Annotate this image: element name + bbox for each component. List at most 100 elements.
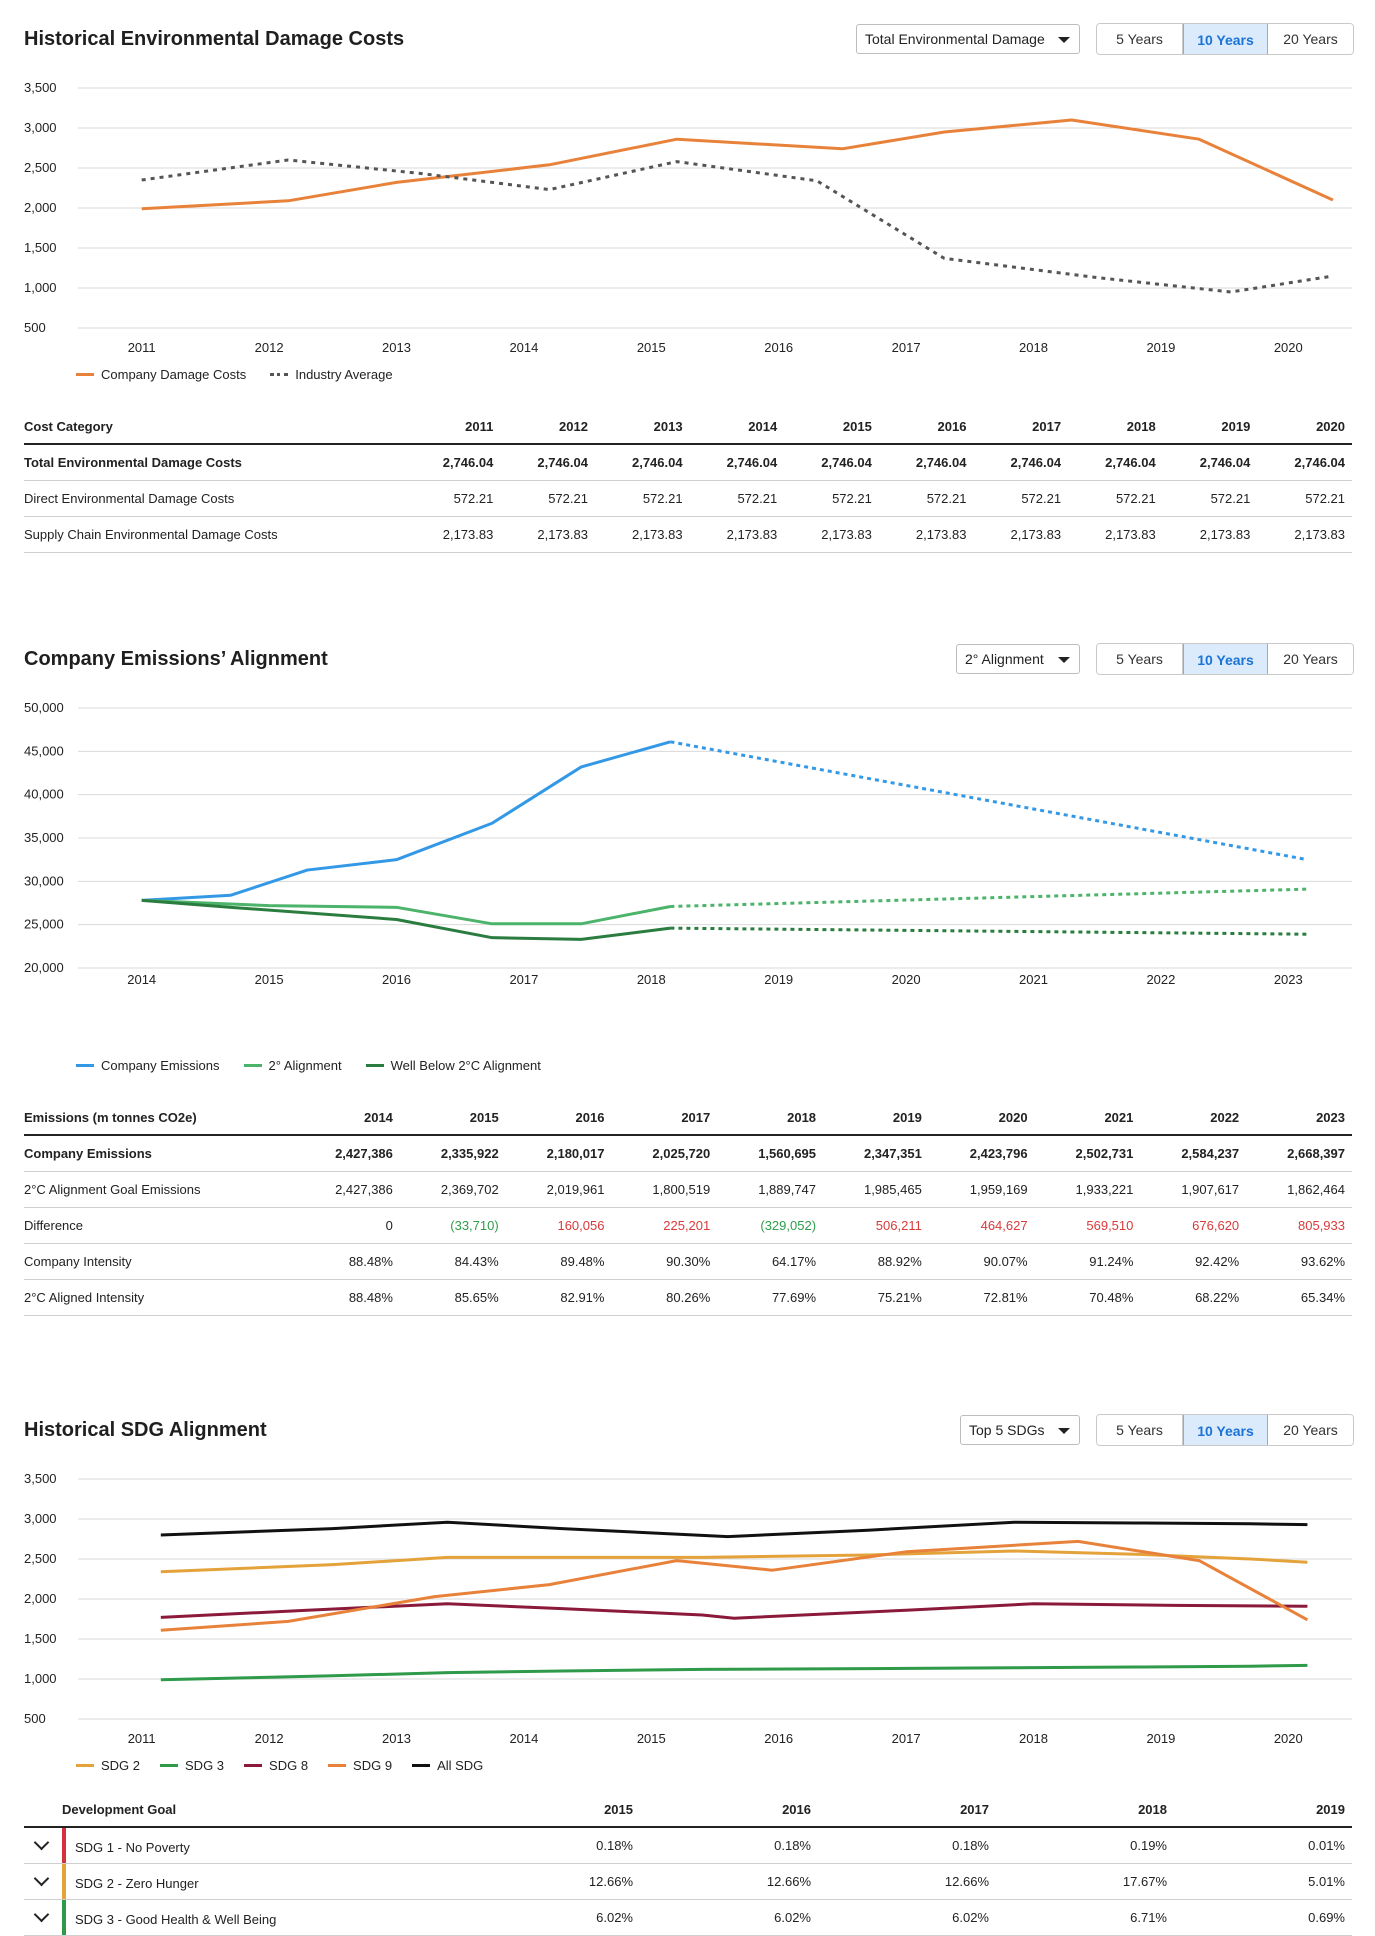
period-toggle: 5 Years 10 Years 20 Years [1096, 1414, 1354, 1446]
table-cell: 91.24% [1034, 1243, 1141, 1280]
legend-item[interactable]: SDG 9 [328, 1758, 392, 1773]
table-cell: (33,710) [399, 1207, 506, 1244]
row-label: Supply Chain Environmental Damage Costs [24, 516, 406, 553]
table-cell: 2,173.83 [594, 516, 690, 553]
sdg-dropdown[interactable]: Top 5 SDGs [960, 1415, 1080, 1445]
table-cell: 6.71% [996, 1899, 1174, 1936]
period-10-years-button[interactable]: 10 Years [1183, 24, 1268, 54]
row-label: SDG 2 - Zero Hunger [24, 1863, 462, 1900]
table-cell: 2,746.04 [784, 444, 879, 481]
series-line-industry-average [141, 158, 1334, 294]
table-row[interactable]: SDG 2 - Zero Hunger 12.66% 12.66% 12.66% 17.… [24, 1863, 1352, 1900]
period-10-years-button[interactable]: 10 Years [1183, 1415, 1268, 1445]
table-cell: 0.01% [1174, 1827, 1352, 1864]
alignment-dropdown[interactable]: 2° Alignment [956, 644, 1080, 674]
x-tick-label: 2018 [1019, 1731, 1048, 1746]
period-5-years-button[interactable]: 5 Years [1097, 24, 1183, 54]
column-header-category: Development Goal [24, 1792, 462, 1828]
y-tick-label: 3,000 [24, 1511, 57, 1526]
legend-item[interactable]: Company Damage Costs [76, 367, 246, 382]
table-cell: 85.65% [399, 1279, 506, 1316]
sdg-label: SDG 3 - Good Health & Well Being [75, 1911, 277, 1927]
table-cell: 2,502,731 [1034, 1135, 1141, 1172]
table-row: Company Intensity 88.48% 84.43% 89.48% 90.30… [24, 1243, 1352, 1280]
chevron-down-icon[interactable] [33, 1870, 50, 1886]
table-cell: 1,560,695 [717, 1135, 824, 1172]
period-20-years-button[interactable]: 20 Years [1268, 1415, 1353, 1445]
row-label: 2°C Alignment Goal Emissions [24, 1171, 295, 1208]
x-tick-label: 2017 [892, 1731, 921, 1746]
table-cell: 2,173.83 [689, 516, 785, 553]
table-cell: 2,180,017 [505, 1135, 612, 1172]
legend-item[interactable]: All SDG [412, 1758, 483, 1773]
series-line-sdg-3 [160, 1663, 1308, 1682]
table-cell: 1,889,747 [717, 1171, 824, 1208]
column-header-year: 2016 [640, 1792, 818, 1828]
series-line-sdg-8 [160, 1602, 1308, 1620]
table-cell: 2,746.04 [594, 444, 690, 481]
damage-type-dropdown[interactable]: Total Environmental Damage [856, 24, 1080, 54]
column-header-year: 2011 [405, 409, 501, 445]
x-tick-label: 2014 [509, 1731, 538, 1746]
chevron-down-icon[interactable] [33, 1906, 50, 1922]
x-tick-label: 2017 [892, 340, 921, 355]
table-header-row: Emissions (m tonnes CO2e) 2014 2015 2016 201… [24, 1100, 1352, 1136]
row-label: Company Intensity [24, 1243, 295, 1280]
period-20-years-button[interactable]: 20 Years [1268, 24, 1353, 54]
table-cell: (329,052) [717, 1207, 824, 1244]
legend-item[interactable]: SDG 2 [76, 1758, 140, 1773]
column-header-year: 2015 [462, 1792, 640, 1828]
y-tick-label: 2,500 [24, 1551, 57, 1566]
row-label: Total Environmental Damage Costs [24, 444, 406, 481]
table-cell: 2,668,397 [1246, 1135, 1352, 1172]
section-title: Company Emissions’ Alignment [24, 648, 328, 670]
caret-down-icon [1058, 37, 1070, 43]
period-10-years-button[interactable]: 10 Years [1183, 644, 1268, 674]
column-header-year: 2015 [399, 1100, 506, 1136]
table-cell: 2,173.83 [1257, 516, 1352, 553]
row-label: 2°C Aligned Intensity [24, 1279, 295, 1316]
legend-item[interactable]: Company Emissions [76, 1058, 220, 1073]
legend-item[interactable]: 2° Alignment [243, 1058, 342, 1073]
legend-swatch-sdg2 [76, 1764, 94, 1767]
table-cell: 572.21 [878, 480, 974, 517]
table-row[interactable]: SDG 1 - No Poverty 0.18% 0.18% 0.18% 0.19% 0.… [24, 1827, 1352, 1864]
period-5-years-button[interactable]: 5 Years [1097, 1415, 1183, 1445]
sdg-color-bar [62, 1828, 66, 1863]
x-tick-label: 2016 [382, 972, 411, 987]
table-cell: 1,907,617 [1140, 1171, 1247, 1208]
legend-item[interactable]: SDG 8 [244, 1758, 308, 1773]
x-tick-label: 2023 [1274, 972, 1303, 987]
period-5-years-button[interactable]: 5 Years [1097, 644, 1183, 674]
series-line-all-sdg [160, 1520, 1308, 1539]
column-header-year: 2019 [1162, 409, 1258, 445]
x-tick-label: 2019 [1146, 340, 1175, 355]
series-projection-company-emissions [670, 740, 1308, 862]
column-header-year: 2013 [594, 409, 690, 445]
table-row[interactable]: SDG 3 - Good Health & Well Being 6.02% 6.0… [24, 1899, 1352, 1936]
table-cell: 572.21 [1068, 480, 1163, 517]
column-header-year: 2017 [973, 409, 1069, 445]
table-cell: 805,933 [1246, 1207, 1352, 1244]
chevron-down-icon[interactable] [33, 1834, 50, 1850]
dropdown-value: Total Environmental Damage [865, 31, 1045, 47]
column-header-year: 2022 [1140, 1100, 1247, 1136]
table-cell: 0.18% [818, 1827, 996, 1864]
series-line-company-emissions [141, 740, 671, 902]
table-cell: 572.21 [500, 480, 595, 517]
legend-label: All SDG [437, 1758, 484, 1773]
legend-item[interactable]: Industry Average [270, 367, 393, 382]
legend-item[interactable]: SDG 3 [160, 1758, 224, 1773]
period-20-years-button[interactable]: 20 Years [1268, 644, 1353, 674]
legend-swatch-2deg [243, 1064, 262, 1067]
y-tick-label: 500 [24, 320, 46, 335]
y-tick-label: 45,000 [24, 743, 64, 758]
table-cell: 65.34% [1246, 1279, 1352, 1316]
legend-swatch-sdg8 [244, 1764, 263, 1767]
legend-item[interactable]: Well Below 2°C Alignment [365, 1058, 541, 1073]
series-projection-2-alignment [670, 887, 1308, 908]
table-cell: 75.21% [823, 1279, 929, 1316]
y-tick-label: 2,500 [24, 160, 57, 175]
table-cell: 90.30% [611, 1243, 718, 1280]
y-tick-label: 2,000 [24, 200, 57, 215]
